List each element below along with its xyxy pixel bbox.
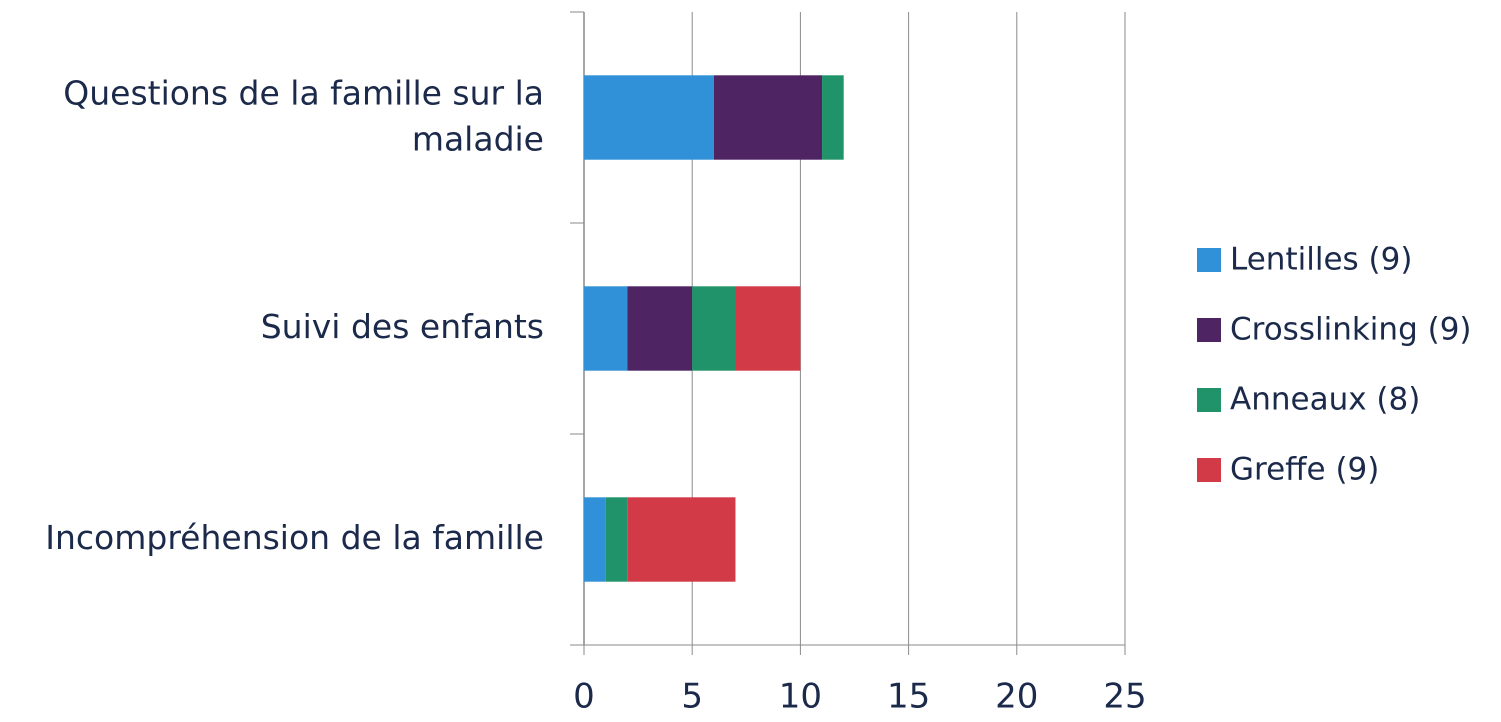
bar-segment	[735, 286, 801, 371]
legend-label: Anneaux (8)	[1230, 382, 1420, 418]
bar-segment	[627, 286, 693, 371]
category-label: Questions de la famille sur la maladie	[63, 73, 544, 158]
legend-swatch	[1197, 248, 1221, 272]
legend-swatch	[1197, 388, 1221, 412]
x-tick-label: 0	[573, 677, 595, 717]
x-tick-label: 15	[887, 677, 930, 717]
legend-swatch	[1197, 318, 1221, 342]
legend-label: Lentilles (9)	[1230, 242, 1412, 278]
x-tick-label: 10	[779, 677, 822, 717]
bar-segment	[627, 497, 736, 582]
bar-segment	[584, 75, 714, 160]
legend-label: Crosslinking (9)	[1230, 312, 1472, 348]
bar-segment	[822, 75, 844, 160]
x-tick-label: 5	[681, 677, 703, 717]
legend-swatch	[1197, 458, 1221, 482]
bar-segment	[584, 286, 628, 371]
x-tick-label: 25	[1103, 677, 1146, 717]
bar-segment	[713, 75, 823, 160]
category-label: Suivi des enfants	[261, 307, 544, 346]
bar-segment	[692, 286, 736, 371]
category-label: Incompréhension de la famille	[45, 518, 544, 557]
bar-segment	[584, 497, 606, 582]
legend-label: Greffe (9)	[1230, 452, 1379, 488]
x-tick-label: 20	[995, 677, 1038, 717]
bar-segment	[605, 497, 628, 582]
